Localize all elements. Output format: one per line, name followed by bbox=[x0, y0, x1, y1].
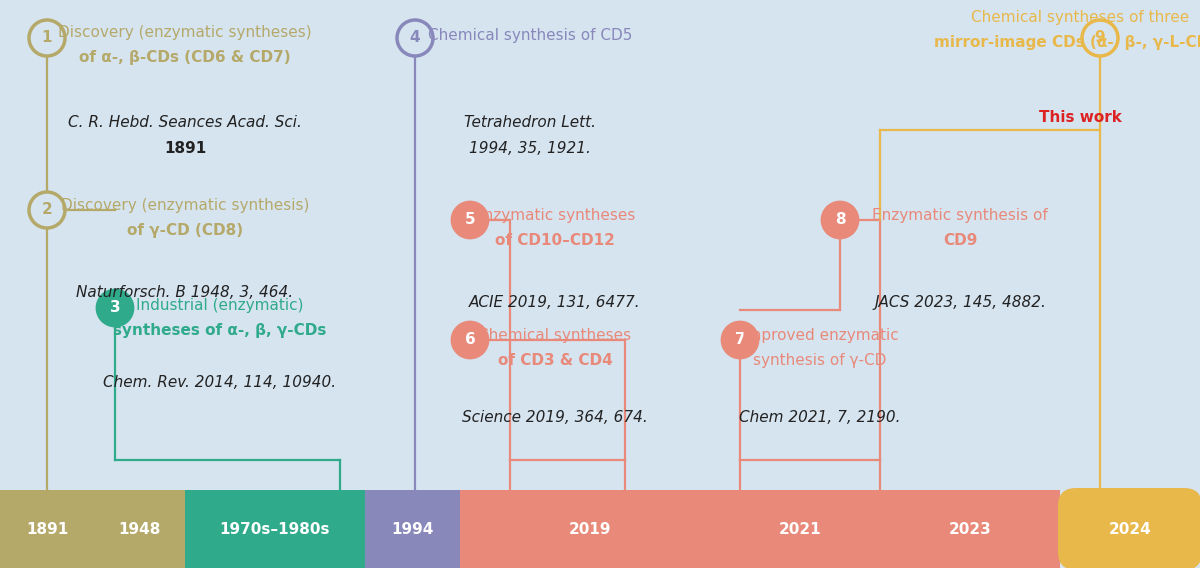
Bar bbox=[185, 490, 365, 568]
Text: 2021: 2021 bbox=[779, 521, 821, 537]
Text: synthesis of γ-CD: synthesis of γ-CD bbox=[754, 353, 887, 368]
Text: CD9: CD9 bbox=[943, 233, 977, 248]
Text: 2024: 2024 bbox=[1109, 521, 1151, 537]
Text: ACIE 2019, 131, 6477.: ACIE 2019, 131, 6477. bbox=[469, 295, 641, 310]
Circle shape bbox=[97, 290, 133, 326]
Text: Chemical syntheses of three: Chemical syntheses of three bbox=[971, 10, 1189, 25]
Text: 1: 1 bbox=[42, 31, 53, 45]
Text: Industrial (enzymatic): Industrial (enzymatic) bbox=[137, 298, 304, 313]
Circle shape bbox=[397, 20, 433, 56]
Text: 6: 6 bbox=[464, 332, 475, 348]
Circle shape bbox=[722, 322, 758, 358]
Text: 8: 8 bbox=[835, 212, 845, 228]
Text: Chem. Rev. 2014, 114, 10940.: Chem. Rev. 2014, 114, 10940. bbox=[103, 375, 336, 390]
Text: 2: 2 bbox=[42, 203, 53, 218]
Bar bbox=[0, 490, 95, 568]
Text: Improved enzymatic: Improved enzymatic bbox=[742, 328, 899, 343]
Bar bbox=[95, 490, 185, 568]
Text: 1994: 1994 bbox=[391, 521, 433, 537]
Text: 5: 5 bbox=[464, 212, 475, 228]
Text: C. R. Hebd. Seances Acad. Sci.: C. R. Hebd. Seances Acad. Sci. bbox=[68, 115, 302, 130]
Bar bbox=[365, 490, 460, 568]
Text: of CD3 & CD4: of CD3 & CD4 bbox=[498, 353, 612, 368]
Text: Chemical synthesis of CD5: Chemical synthesis of CD5 bbox=[428, 28, 632, 43]
Text: 3: 3 bbox=[109, 300, 120, 315]
Text: Chemical syntheses: Chemical syntheses bbox=[479, 328, 631, 343]
Text: of CD10–CD12: of CD10–CD12 bbox=[496, 233, 614, 248]
Text: of γ-CD (CD8): of γ-CD (CD8) bbox=[127, 223, 244, 238]
Text: of α-, β-CDs (CD6 & CD7): of α-, β-CDs (CD6 & CD7) bbox=[79, 50, 290, 65]
Text: mirror-image CDs (α-, β-, γ-L-CDs): mirror-image CDs (α-, β-, γ-L-CDs) bbox=[935, 35, 1200, 50]
Text: 1891: 1891 bbox=[26, 521, 68, 537]
Text: Discovery (enzymatic syntheses): Discovery (enzymatic syntheses) bbox=[58, 25, 312, 40]
Text: 4: 4 bbox=[409, 31, 420, 45]
Text: 1994, 35, 1921.: 1994, 35, 1921. bbox=[469, 141, 590, 156]
Text: 2019: 2019 bbox=[569, 521, 611, 537]
Text: syntheses of α-, β, γ-CDs: syntheses of α-, β, γ-CDs bbox=[113, 323, 326, 338]
Text: Discovery (enzymatic synthesis): Discovery (enzymatic synthesis) bbox=[61, 198, 310, 213]
FancyBboxPatch shape bbox=[1058, 488, 1200, 568]
Text: 9: 9 bbox=[1094, 31, 1105, 45]
Bar bbox=[880, 490, 1060, 568]
Circle shape bbox=[29, 20, 65, 56]
Text: 1891: 1891 bbox=[164, 141, 206, 156]
Text: 1948: 1948 bbox=[119, 521, 161, 537]
Text: 2023: 2023 bbox=[949, 521, 991, 537]
Bar bbox=[720, 490, 880, 568]
Text: Enzymatic syntheses: Enzymatic syntheses bbox=[474, 208, 636, 223]
Text: 1970s–1980s: 1970s–1980s bbox=[220, 521, 330, 537]
Circle shape bbox=[29, 192, 65, 228]
Text: JACS 2023, 145, 4882.: JACS 2023, 145, 4882. bbox=[874, 295, 1046, 310]
Circle shape bbox=[452, 202, 488, 238]
Text: Naturforsch. B 1948, 3, 464.: Naturforsch. B 1948, 3, 464. bbox=[77, 285, 294, 300]
Circle shape bbox=[822, 202, 858, 238]
Text: Science 2019, 364, 674.: Science 2019, 364, 674. bbox=[462, 410, 648, 425]
Bar bbox=[460, 490, 720, 568]
Text: 7: 7 bbox=[734, 332, 745, 348]
Text: This work: This work bbox=[1038, 110, 1122, 125]
Text: Enzymatic synthesis of: Enzymatic synthesis of bbox=[872, 208, 1048, 223]
Text: Chem 2021, 7, 2190.: Chem 2021, 7, 2190. bbox=[739, 410, 901, 425]
Circle shape bbox=[1082, 20, 1118, 56]
Circle shape bbox=[452, 322, 488, 358]
Text: Tetrahedron Lett.: Tetrahedron Lett. bbox=[464, 115, 596, 130]
